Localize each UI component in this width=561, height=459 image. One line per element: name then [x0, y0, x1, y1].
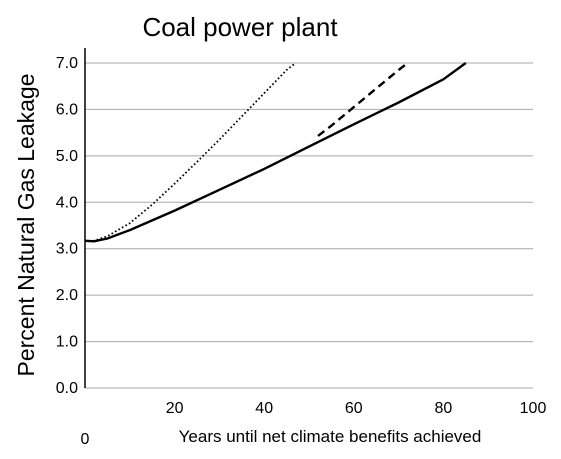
tick-label-layer: 0.0 1.0 2.0 3.0 4.0 5.0 6.0 7.0 0 20 40 60 80 100: [56, 55, 547, 448]
x-tick-label: 80: [435, 400, 453, 417]
y-tick-label: 2.0: [56, 287, 78, 304]
x-tick-label: 60: [345, 400, 363, 417]
y-tick-label: 6.0: [56, 101, 78, 118]
grid-layer: [85, 62, 533, 389]
y-axis-label: Percent Natural Gas Leakage: [13, 73, 39, 376]
series-line-dashed: [317, 62, 409, 137]
chart-title: Coal power plant: [142, 12, 338, 42]
x-tick-label: 40: [255, 400, 273, 417]
y-tick-label: 3.0: [56, 241, 78, 258]
y-tick-label: 7.0: [56, 55, 78, 72]
x-tick-label: 100: [520, 400, 547, 417]
series-layer: [84, 62, 467, 243]
x-tick-label: 0: [81, 431, 90, 448]
series-line-dotted: [85, 62, 297, 242]
y-tick-label: 4.0: [56, 194, 78, 211]
x-tick-label: 20: [166, 400, 184, 417]
y-tick-label: 0.0: [56, 380, 78, 397]
x-axis-label: Years until net climate benefits achieve…: [179, 427, 482, 446]
series-line-solid: [84, 62, 467, 243]
y-tick-label: 1.0: [56, 334, 78, 351]
y-tick-label: 5.0: [56, 148, 78, 165]
